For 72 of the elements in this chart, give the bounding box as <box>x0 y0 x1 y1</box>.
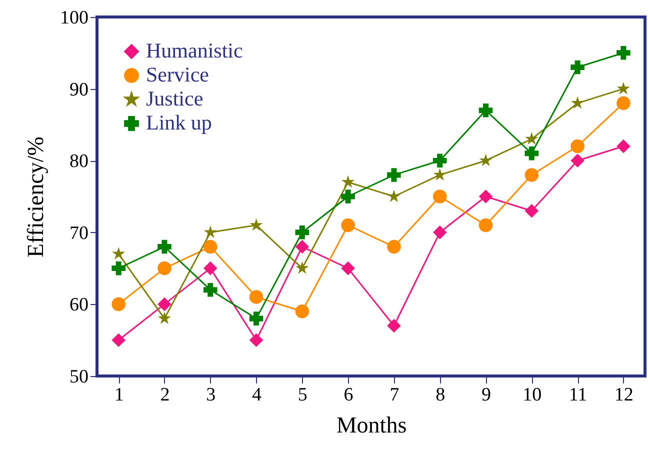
legend-label: Humanistic <box>146 38 243 62</box>
x-tick-label: 9 <box>481 384 491 406</box>
x-tick-label: 3 <box>206 384 216 406</box>
point <box>478 218 493 232</box>
y-tick-label: 80 <box>70 151 88 172</box>
y-axis-title: Efficiency/% <box>23 136 48 258</box>
legend-label: Justice <box>146 86 204 110</box>
y-tick-label: 70 <box>70 222 88 244</box>
point <box>387 318 401 333</box>
x-tick-label: 8 <box>436 384 446 406</box>
point <box>158 261 172 276</box>
point <box>524 168 539 182</box>
point <box>341 218 355 232</box>
point <box>387 190 400 202</box>
point <box>341 261 355 276</box>
x-tick-label: 6 <box>344 384 354 406</box>
x-tick-label: 1 <box>114 384 124 406</box>
x-axis-title: Months <box>336 412 407 438</box>
x-tick-label: 10 <box>522 384 542 406</box>
point <box>478 103 493 118</box>
point <box>158 312 172 324</box>
x-tick-label: 4 <box>252 384 262 406</box>
point <box>112 297 126 312</box>
point <box>158 240 172 254</box>
point <box>432 226 447 240</box>
x-tick-label: 12 <box>614 384 634 406</box>
point <box>158 297 172 312</box>
point <box>570 96 584 109</box>
point <box>250 218 263 231</box>
point <box>203 240 218 254</box>
point <box>570 60 584 74</box>
y-tick-label: 50 <box>70 366 88 388</box>
point <box>524 146 539 160</box>
point <box>112 247 126 260</box>
x-tick-label: 2 <box>160 384 170 406</box>
point <box>112 333 126 347</box>
point <box>249 312 264 326</box>
point <box>203 261 218 276</box>
legend-label: Link up <box>146 110 212 134</box>
point <box>112 261 126 276</box>
y-tick-label: 100 <box>60 8 88 28</box>
point <box>295 304 310 318</box>
point <box>249 333 264 347</box>
point <box>616 82 630 94</box>
point <box>296 261 309 274</box>
point <box>203 282 218 297</box>
legend-label: Service <box>146 62 209 86</box>
point <box>616 96 630 110</box>
point <box>525 132 538 145</box>
point <box>341 190 355 204</box>
point <box>433 168 446 181</box>
point <box>342 175 355 188</box>
point <box>204 226 217 238</box>
point <box>479 154 492 166</box>
point <box>524 204 539 218</box>
point <box>478 190 493 204</box>
point <box>295 240 310 254</box>
point <box>387 168 401 182</box>
point <box>387 240 401 254</box>
point <box>295 226 310 240</box>
x-tick-label: 5 <box>298 384 308 406</box>
point <box>616 46 630 60</box>
y-tick-label: 60 <box>70 294 88 316</box>
point <box>616 139 630 154</box>
x-tick-label: 11 <box>568 384 588 406</box>
point <box>249 290 264 304</box>
point <box>432 190 447 204</box>
x-tick-label: 7 <box>390 384 400 406</box>
y-tick-label: 90 <box>70 79 88 100</box>
point <box>570 139 584 154</box>
point <box>432 154 447 168</box>
point <box>570 154 584 168</box>
